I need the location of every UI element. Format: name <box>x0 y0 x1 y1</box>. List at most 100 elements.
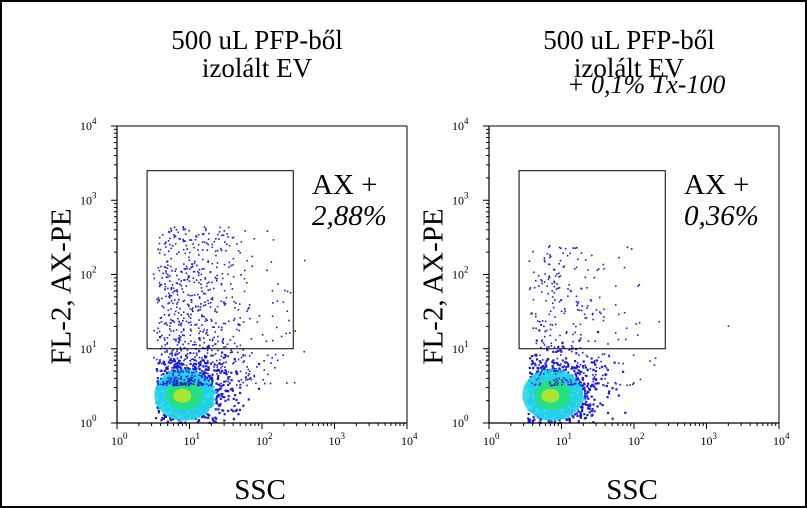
left-event-dense <box>161 417 164 420</box>
right-event-dense <box>561 366 564 369</box>
left-event <box>170 308 172 310</box>
left-event <box>185 265 188 268</box>
left-event <box>203 379 206 381</box>
right-event <box>554 383 556 385</box>
left-event-dense <box>157 411 160 414</box>
left-event <box>286 382 288 384</box>
left-event <box>174 363 177 365</box>
left-event <box>193 262 196 265</box>
left-event <box>220 300 223 303</box>
right-event <box>531 382 533 385</box>
left-event <box>223 302 225 304</box>
right-event-dense <box>547 420 551 423</box>
right-event-dense <box>527 417 530 420</box>
left-event <box>197 362 200 365</box>
left-event <box>201 268 203 270</box>
left-event <box>225 380 227 382</box>
left-event <box>202 292 205 295</box>
left-event <box>285 332 287 335</box>
right-event-dense <box>552 350 555 353</box>
left-event <box>166 337 169 339</box>
left-event <box>207 334 209 336</box>
left-event <box>216 359 218 362</box>
left-x-tick-label: 102 <box>256 431 273 448</box>
right-event <box>543 335 546 338</box>
left-event <box>237 358 240 361</box>
right-event-dense <box>606 396 609 399</box>
left-event-dense <box>235 408 238 411</box>
left-event <box>173 367 175 369</box>
left-event <box>172 330 175 332</box>
right-event-dense <box>579 406 582 409</box>
left-event <box>170 227 172 230</box>
right-event-dense <box>604 373 607 376</box>
right-x-tick-label: 104 <box>773 431 790 448</box>
left-event <box>240 356 243 359</box>
right-event-dense <box>608 390 611 393</box>
right-event <box>555 378 557 380</box>
right-event-dense <box>535 353 538 356</box>
left-event <box>198 319 200 321</box>
right-event-dense <box>590 361 593 364</box>
right-event <box>535 327 537 330</box>
right-event <box>595 366 598 369</box>
left-event <box>229 376 231 378</box>
left-event-dense <box>177 341 180 344</box>
left-event <box>160 354 163 356</box>
left-event <box>188 259 191 261</box>
right-event-dense <box>587 397 590 400</box>
left-event <box>225 249 227 252</box>
right-event-dense <box>600 377 603 380</box>
left-event <box>172 291 174 294</box>
left-event <box>197 305 200 308</box>
left-event <box>195 235 197 237</box>
left-event <box>186 375 189 377</box>
left-event <box>251 352 253 354</box>
left-event <box>220 382 222 385</box>
left-event <box>181 271 183 273</box>
right-event <box>552 302 554 305</box>
right-event <box>591 254 593 257</box>
left-event <box>200 273 203 276</box>
right-event-dense <box>597 382 600 385</box>
left-event <box>269 382 272 385</box>
left-event <box>239 344 242 347</box>
left-event <box>153 356 155 359</box>
left-event-dense <box>206 413 209 416</box>
left-event <box>172 319 174 322</box>
left-event <box>219 362 221 364</box>
right-event-dense <box>596 405 599 408</box>
left-event-dense <box>237 323 240 326</box>
right-event <box>564 308 566 310</box>
left-event <box>201 241 204 243</box>
left-event <box>218 326 220 328</box>
left-event <box>178 324 180 326</box>
left-event <box>166 382 168 385</box>
left-event <box>236 371 238 374</box>
right-event-dense <box>557 349 560 353</box>
right-event <box>548 275 550 277</box>
left-event <box>180 284 183 287</box>
right-event <box>599 367 601 370</box>
left-event <box>224 322 227 325</box>
right-event <box>583 313 586 316</box>
left-event <box>303 350 305 353</box>
left-event <box>164 351 166 353</box>
left-event <box>179 360 181 362</box>
left-event-dense <box>203 373 206 376</box>
left-event <box>205 227 207 230</box>
left-event <box>204 369 206 372</box>
left-event <box>161 297 163 300</box>
left-event <box>188 229 190 232</box>
left-event <box>176 380 179 383</box>
left-event <box>236 328 238 331</box>
right-event <box>570 290 572 293</box>
left-event <box>159 359 161 361</box>
right-event-dense <box>590 414 593 417</box>
left-event <box>226 233 228 235</box>
right-event-dense <box>617 394 620 397</box>
left-event <box>187 378 189 381</box>
left-event <box>186 357 188 360</box>
right-event <box>597 268 600 270</box>
left-event <box>209 271 212 274</box>
